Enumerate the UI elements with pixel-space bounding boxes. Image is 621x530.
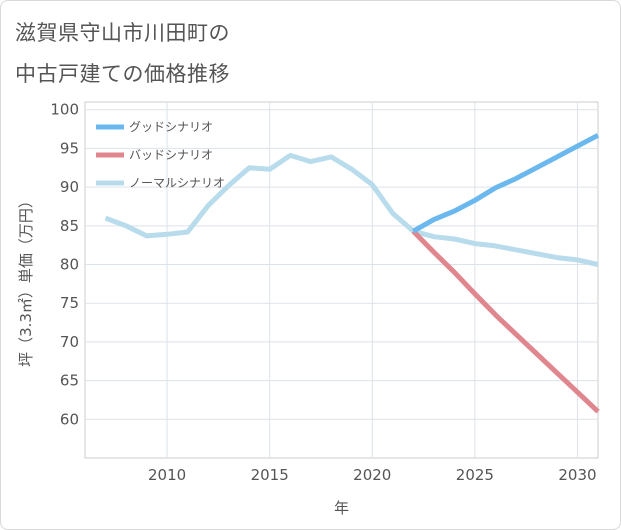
chart-title-line-2: 中古戸建ての価格推移 [15,62,230,86]
legend-label: ノーマルシナリオ [129,176,225,190]
series-line-2 [104,152,599,267]
y-tick-label: 70 [60,333,79,351]
chart-title-line-1: 滋賀県守山市川田町の [15,21,230,45]
y-tick-label: 100 [50,101,79,119]
series-lines [104,133,600,414]
x-axis-label: 年 [334,499,349,517]
y-tick-label: 80 [60,256,79,274]
series-line-0 [412,133,600,234]
y-tick-label: 85 [60,217,79,235]
x-tick-label: 2015 [251,466,289,484]
y-tick-labels: 60 65 70 75 80 85 90 95 100 [50,101,79,429]
grid-lines [85,102,598,458]
y-tick-label: 90 [60,178,79,196]
y-tick-label: 95 [60,139,79,157]
y-tick-label: 75 [60,294,79,312]
y-tick-label: 65 [60,372,79,390]
legend-label: グッドシナリオ [129,120,213,134]
y-tick-label: 60 [60,410,79,428]
legend-label: バッドシナリオ [129,148,213,162]
series-line-1 [411,229,600,414]
x-tick-labels: 2010 2015 2020 2025 2030 [148,466,597,484]
x-tick-label: 2010 [148,466,186,484]
x-tick-label: 2025 [456,466,494,484]
x-tick-label: 2030 [558,466,596,484]
y-axis-label: 坪（3.3㎡）単価（万円） [17,193,35,367]
x-tick-label: 2020 [353,466,391,484]
